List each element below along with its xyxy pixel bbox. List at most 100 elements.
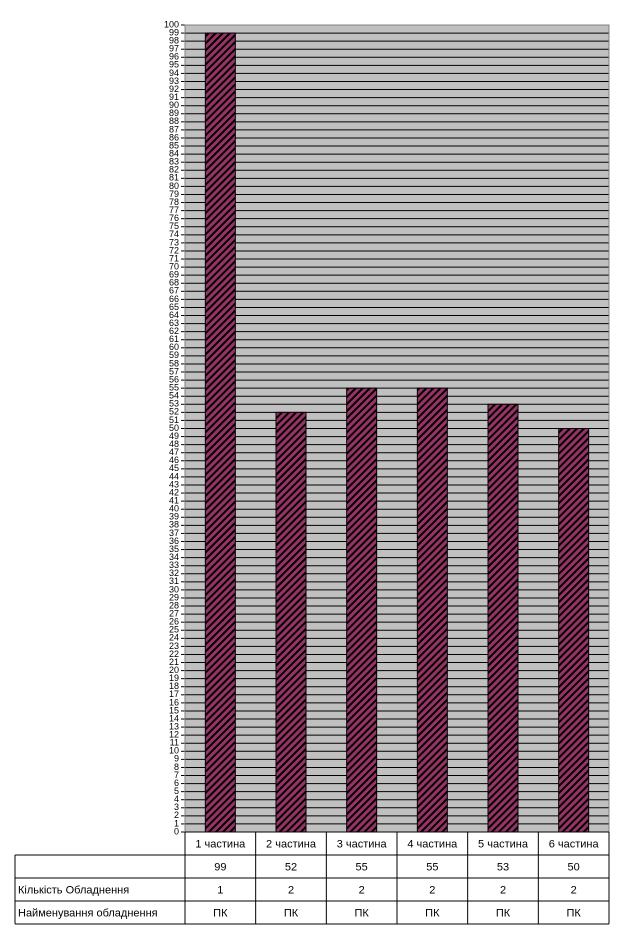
bar [275, 411, 307, 833]
y-tick-label: 95 [169, 60, 179, 70]
y-tick-label: 93 [169, 76, 179, 86]
table-row-label: Кількість Обладнення [18, 884, 129, 896]
y-tick-label: 69 [169, 270, 179, 280]
y-tick-label: 28 [169, 600, 179, 610]
y-tick-label: 55 [169, 383, 179, 393]
x-tick-label: 2 частина [266, 838, 317, 850]
y-tick-label: 26 [169, 617, 179, 627]
bar [416, 387, 448, 833]
y-tick-label: 78 [169, 197, 179, 207]
y-tick-label: 84 [169, 148, 179, 158]
y-tick-label: 70 [169, 261, 179, 271]
y-tick-label: 24 [169, 633, 179, 643]
bar [204, 32, 236, 833]
table-cell: 2 [500, 884, 506, 896]
y-tick-label: 13 [169, 721, 179, 731]
y-tick-label: 83 [169, 157, 179, 167]
y-tick-label: 5 [174, 786, 179, 796]
y-tick-label: 29 [169, 592, 179, 602]
y-tick-label: 56 [169, 374, 179, 384]
y-tick-label: 43 [169, 479, 179, 489]
y-tick-label: 85 [169, 140, 179, 150]
y-tick-label: 52 [169, 407, 179, 417]
y-tick-label: 49 [169, 431, 179, 441]
y-tick-label: 98 [169, 36, 179, 46]
y-tick-label: 19 [169, 673, 179, 683]
y-tick-label: 6 [174, 778, 179, 788]
y-tick-label: 71 [169, 253, 179, 263]
y-tick-label: 57 [169, 366, 179, 376]
y-tick-label: 32 [169, 568, 179, 578]
y-tick-label: 37 [169, 528, 179, 538]
y-tick-label: 47 [169, 447, 179, 457]
y-tick-label: 33 [169, 560, 179, 570]
y-tick-label: 65 [169, 302, 179, 312]
y-tick-label: 82 [169, 165, 179, 175]
y-tick-label: 17 [169, 689, 179, 699]
y-tick-label: 77 [169, 205, 179, 215]
y-tick-label: 66 [169, 294, 179, 304]
y-tick-label: 15 [169, 705, 179, 715]
table-value: 99 [214, 861, 226, 873]
y-tick-label: 61 [169, 334, 179, 344]
y-tick-label: 50 [169, 423, 179, 433]
table-row-label: Найменування обладнення [18, 907, 158, 919]
y-tick-label: 100 [164, 19, 179, 29]
table-cell: ПК [496, 907, 511, 919]
y-tick-label: 36 [169, 536, 179, 546]
y-tick-label: 46 [169, 455, 179, 465]
y-tick-label: 89 [169, 108, 179, 118]
y-tick-label: 67 [169, 286, 179, 296]
table-cell: 2 [288, 884, 294, 896]
y-tick-label: 80 [169, 181, 179, 191]
table-cell: ПК [213, 907, 228, 919]
y-tick-label: 75 [169, 221, 179, 231]
table-cell: 2 [571, 884, 577, 896]
y-tick-label: 81 [169, 173, 179, 183]
y-tick-label: 48 [169, 439, 179, 449]
x-tick-label: 3 частина [337, 838, 388, 850]
y-tick-label: 90 [169, 100, 179, 110]
y-tick-label: 34 [169, 552, 179, 562]
y-tick-label: 97 [169, 44, 179, 54]
y-tick-label: 14 [169, 713, 179, 723]
y-tick-label: 22 [169, 649, 179, 659]
y-tick-label: 58 [169, 358, 179, 368]
x-tick-label: 5 частина [478, 838, 529, 850]
y-tick-label: 60 [169, 342, 179, 352]
y-tick-label: 51 [169, 415, 179, 425]
y-tick-label: 68 [169, 278, 179, 288]
y-tick-label: 38 [169, 520, 179, 530]
y-tick-label: 20 [169, 665, 179, 675]
y-tick-label: 3 [174, 802, 179, 812]
table-value: 55 [426, 861, 438, 873]
y-tick-label: 87 [169, 124, 179, 134]
table-cell: 2 [359, 884, 365, 896]
y-tick-label: 31 [169, 576, 179, 586]
table-cell: ПК [567, 907, 582, 919]
table-cell: ПК [355, 907, 370, 919]
y-tick-label: 23 [169, 641, 179, 651]
y-tick-label: 74 [169, 229, 179, 239]
y-tick-label: 92 [169, 84, 179, 94]
y-tick-label: 12 [169, 730, 179, 740]
y-tick-label: 8 [174, 762, 179, 772]
bar [487, 403, 519, 833]
table-cell: ПК [284, 907, 299, 919]
table-value: 53 [497, 861, 509, 873]
bar [558, 428, 590, 833]
y-tick-label: 88 [169, 116, 179, 126]
y-tick-label: 0 [174, 826, 179, 836]
y-tick-label: 86 [169, 132, 179, 142]
table-cell: 1 [217, 884, 223, 896]
y-tick-label: 16 [169, 697, 179, 707]
y-tick-label: 72 [169, 245, 179, 255]
x-tick-label: 6 частина [549, 838, 600, 850]
y-tick-label: 11 [170, 738, 179, 748]
y-tick-label: 76 [169, 213, 179, 223]
y-tick-label: 30 [169, 584, 179, 594]
y-tick-label: 40 [169, 504, 179, 514]
y-tick-label: 39 [169, 512, 179, 522]
x-tick-label: 4 частина [407, 838, 458, 850]
